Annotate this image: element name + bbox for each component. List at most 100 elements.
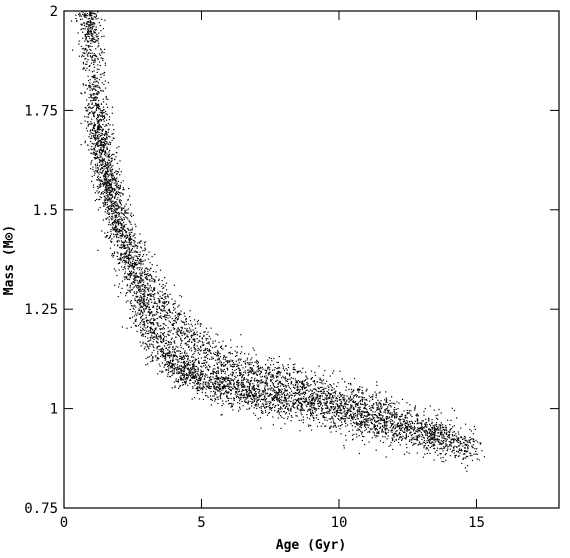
data-point — [312, 417, 314, 419]
data-point — [399, 429, 402, 431]
data-point — [187, 341, 189, 343]
data-point — [188, 374, 191, 376]
data-point — [303, 401, 305, 403]
data-point — [453, 452, 455, 454]
data-point — [394, 403, 396, 405]
data-point — [380, 403, 382, 405]
data-point — [92, 23, 94, 25]
data-point — [379, 402, 381, 404]
data-point — [438, 439, 440, 441]
data-point — [451, 442, 453, 444]
data-point — [169, 376, 171, 378]
data-point — [464, 439, 466, 441]
data-point — [354, 403, 356, 405]
data-point — [432, 437, 434, 440]
data-point — [159, 312, 162, 314]
data-point — [127, 228, 129, 230]
data-point — [106, 198, 108, 200]
data-point — [128, 258, 130, 260]
data-point — [102, 203, 105, 205]
data-point — [304, 399, 306, 401]
data-point — [426, 442, 428, 444]
data-point — [111, 139, 113, 141]
data-point — [473, 453, 475, 455]
data-point — [440, 433, 442, 435]
data-point — [163, 334, 165, 336]
data-point — [113, 252, 115, 254]
data-point — [137, 288, 139, 290]
data-point — [81, 93, 83, 95]
data-point — [390, 441, 392, 444]
data-point — [244, 353, 246, 355]
data-point — [92, 84, 94, 86]
data-point — [220, 372, 222, 374]
data-point — [473, 441, 475, 443]
data-point — [441, 448, 443, 450]
data-point — [322, 423, 324, 425]
data-point — [181, 373, 184, 375]
data-point — [273, 397, 275, 400]
data-point — [390, 421, 392, 423]
data-point — [317, 400, 319, 402]
data-point — [476, 453, 478, 455]
data-point — [177, 359, 179, 361]
data-point — [279, 408, 281, 410]
data-point — [101, 192, 103, 194]
data-point — [451, 434, 454, 436]
data-point — [100, 197, 102, 199]
data-point — [428, 432, 430, 435]
data-point — [172, 359, 174, 361]
data-point — [264, 400, 266, 402]
data-point — [88, 14, 90, 16]
data-point — [168, 362, 170, 365]
data-point — [311, 392, 313, 395]
data-point — [176, 333, 178, 335]
data-point — [357, 412, 359, 414]
data-point — [84, 53, 86, 55]
data-point — [97, 107, 99, 109]
data-point — [314, 399, 316, 401]
data-point — [171, 387, 173, 389]
data-point — [106, 192, 108, 194]
data-point — [440, 442, 442, 445]
data-point — [138, 299, 140, 302]
data-point — [91, 103, 93, 105]
data-point — [317, 418, 319, 420]
data-point — [226, 385, 228, 387]
data-point — [393, 402, 395, 404]
data-point — [107, 186, 109, 188]
data-point — [115, 205, 117, 207]
data-point — [112, 124, 114, 126]
data-point — [401, 415, 403, 417]
data-point — [352, 418, 354, 420]
data-point — [306, 389, 308, 391]
data-point — [93, 93, 95, 95]
data-point — [128, 249, 131, 251]
data-point — [241, 381, 243, 383]
data-point — [215, 351, 217, 353]
data-point — [233, 386, 235, 388]
data-point — [179, 330, 181, 332]
data-point — [280, 407, 282, 409]
data-point — [173, 349, 176, 351]
data-point — [431, 433, 433, 435]
data-point — [87, 116, 90, 118]
data-point — [200, 388, 202, 390]
data-point — [149, 298, 151, 300]
data-point — [92, 38, 94, 40]
data-point — [116, 232, 118, 234]
data-point — [141, 275, 143, 277]
data-point — [214, 388, 216, 391]
data-point — [115, 228, 117, 230]
data-point — [92, 186, 95, 188]
data-point — [414, 427, 416, 429]
data-point — [133, 263, 135, 265]
data-point — [300, 399, 302, 401]
data-point — [125, 232, 127, 234]
data-point — [165, 353, 167, 355]
data-point — [88, 25, 90, 27]
data-point — [105, 96, 107, 98]
data-point — [238, 384, 240, 386]
data-point — [430, 442, 432, 444]
data-point — [196, 334, 198, 336]
